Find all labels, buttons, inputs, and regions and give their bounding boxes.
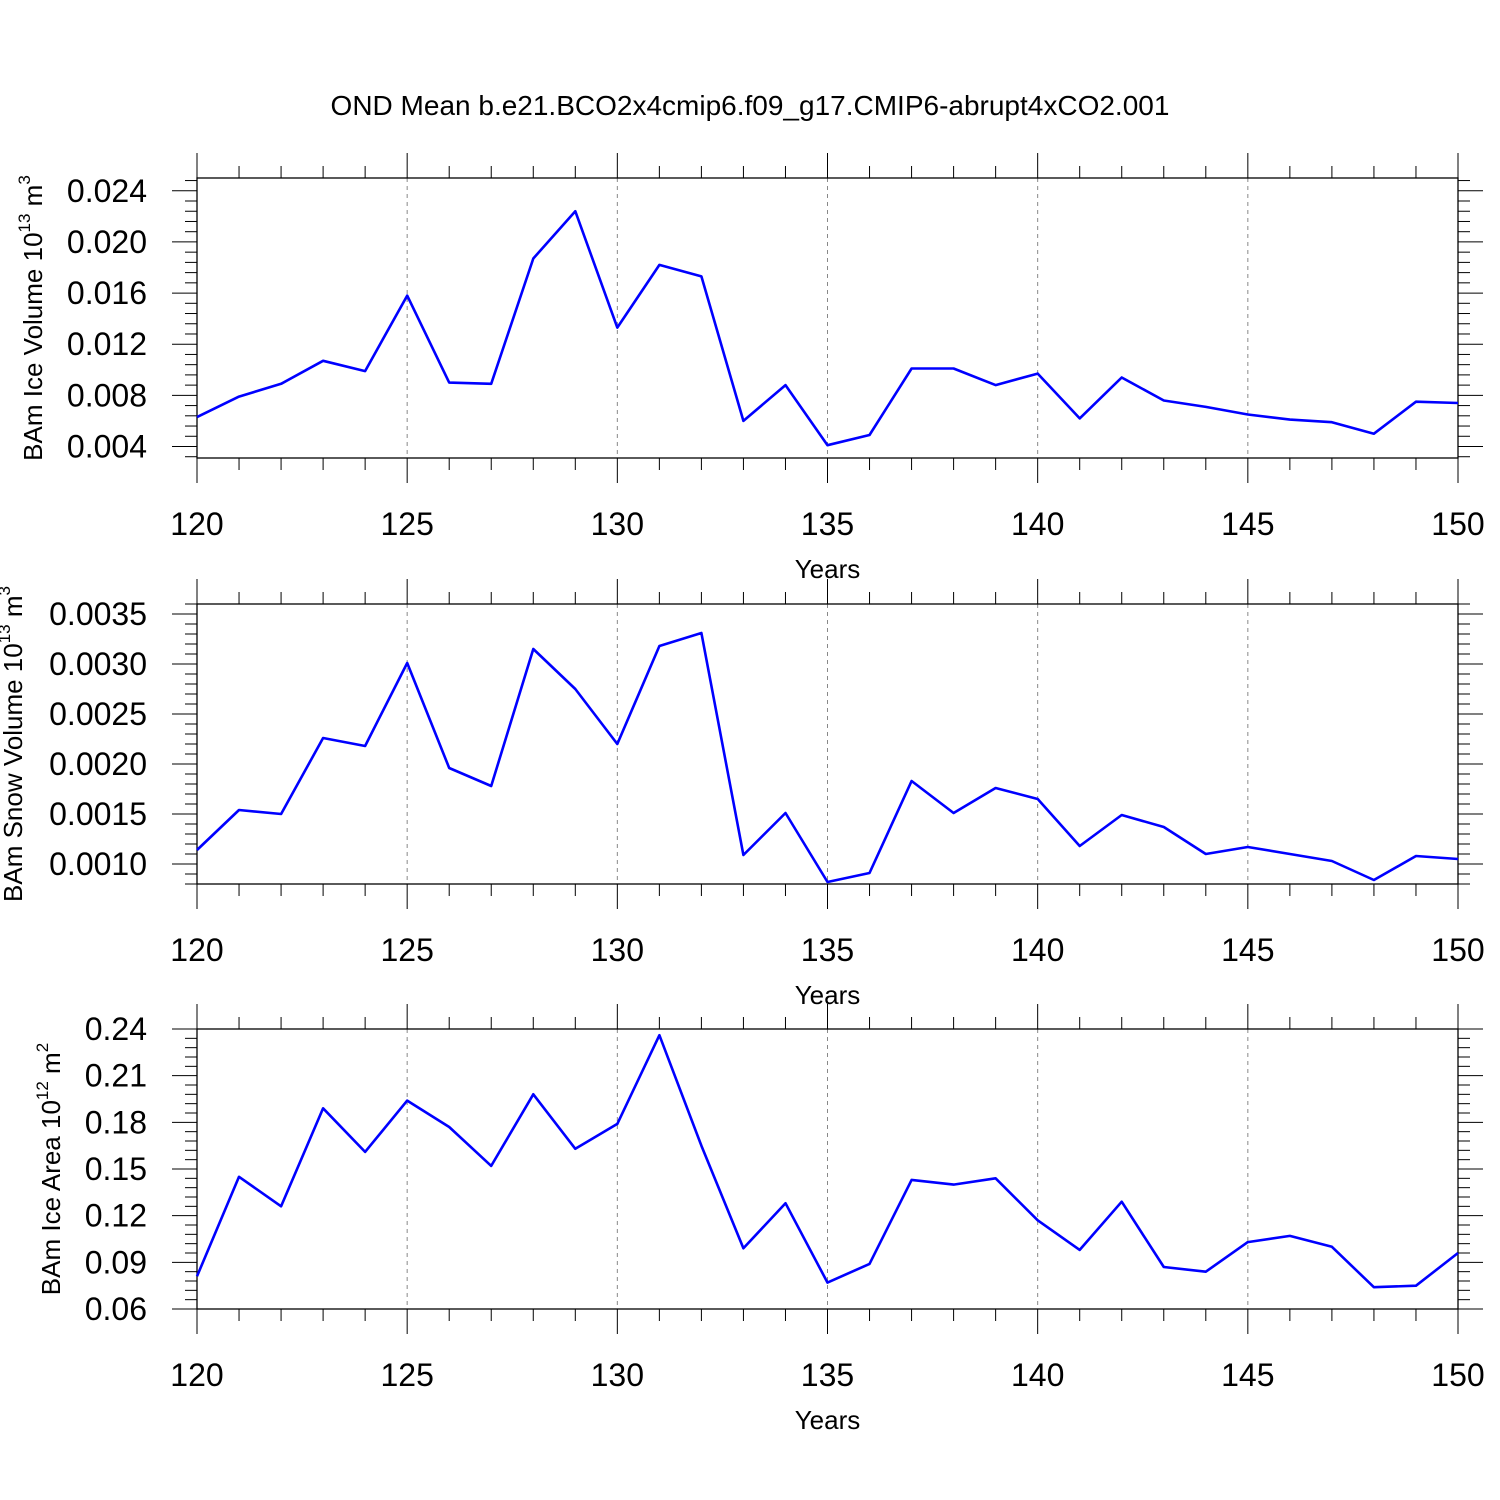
x-tick-label: 140 <box>1011 506 1064 542</box>
y-tick-label: 0.0035 <box>49 596 147 632</box>
figure-title: OND Mean b.e21.BCO2x4cmip6.f09_g17.CMIP6… <box>331 90 1170 121</box>
y-tick-label: 0.18 <box>85 1104 147 1140</box>
x-tick-label: 120 <box>170 506 223 542</box>
y-tick-label: 0.24 <box>85 1011 147 1047</box>
y-tick-label: 0.020 <box>67 224 147 260</box>
y-axis-label: BAm Ice Volume 1013 m3 <box>15 175 48 461</box>
x-tick-label: 145 <box>1221 932 1274 968</box>
x-tick-label: 120 <box>170 1357 223 1393</box>
x-tick-label: 120 <box>170 932 223 968</box>
series-line <box>195 1033 1459 1289</box>
x-tick-label: 140 <box>1011 932 1064 968</box>
y-tick-label: 0.0015 <box>49 796 147 832</box>
chart-panel-2: 0.0010 0.0015 0.0020 0.0025 0.0030 0.0035 120 1… <box>0 579 1485 1010</box>
x-tick-label: 130 <box>591 932 644 968</box>
y-tick-label: 0.0020 <box>49 746 147 782</box>
x-tick-label: 130 <box>591 1357 644 1393</box>
y-tick-label: 0.06 <box>85 1291 147 1327</box>
y-tick-label: 0.0030 <box>49 646 147 682</box>
x-tick-label: 135 <box>801 1357 854 1393</box>
x-tick-label: 150 <box>1431 506 1484 542</box>
y-tick-label: 0.15 <box>85 1151 147 1187</box>
y-tick-label: 0.008 <box>67 377 147 413</box>
x-tick-label: 140 <box>1011 1357 1064 1393</box>
x-tick-label: 150 <box>1431 1357 1484 1393</box>
x-tick-label: 125 <box>380 932 433 968</box>
x-tick-label: 135 <box>801 506 854 542</box>
y-axis-label: BAm Snow Volume 1013 m3 <box>0 586 28 902</box>
y-tick-label: 0.09 <box>85 1244 147 1280</box>
y-tick-label: 0.004 <box>67 428 147 464</box>
x-axis-label: Years <box>795 1405 861 1435</box>
panels-container: 0.004 0.008 0.012 0.016 0.020 0.024 120 125 130 1… <box>0 153 1485 1435</box>
chart-panel-1: 0.004 0.008 0.012 0.016 0.020 0.024 120 125 130 1… <box>15 153 1485 584</box>
x-tick-label: 130 <box>591 506 644 542</box>
x-tick-label: 145 <box>1221 1357 1274 1393</box>
y-tick-label: 0.012 <box>67 326 147 362</box>
x-tick-label: 135 <box>801 932 854 968</box>
series-line <box>196 631 1459 884</box>
y-tick-label: 0.024 <box>67 173 147 209</box>
x-tick-label: 145 <box>1221 506 1274 542</box>
series-line <box>196 209 1459 447</box>
y-axis-label: BAm Ice Area 1012 m2 <box>33 1043 66 1295</box>
y-tick-label: 0.21 <box>85 1058 147 1094</box>
y-tick-label: 0.12 <box>85 1198 147 1234</box>
x-tick-label: 150 <box>1431 932 1484 968</box>
x-tick-label: 125 <box>380 506 433 542</box>
y-tick-label: 0.0010 <box>49 846 147 882</box>
x-tick-label: 125 <box>380 1357 433 1393</box>
chart-panel-3: 0.06 0.09 0.12 0.15 0.18 0.21 0.24 120 125 130 135… <box>33 1004 1485 1435</box>
y-tick-label: 0.0025 <box>49 696 147 732</box>
y-tick-label: 0.016 <box>67 275 147 311</box>
